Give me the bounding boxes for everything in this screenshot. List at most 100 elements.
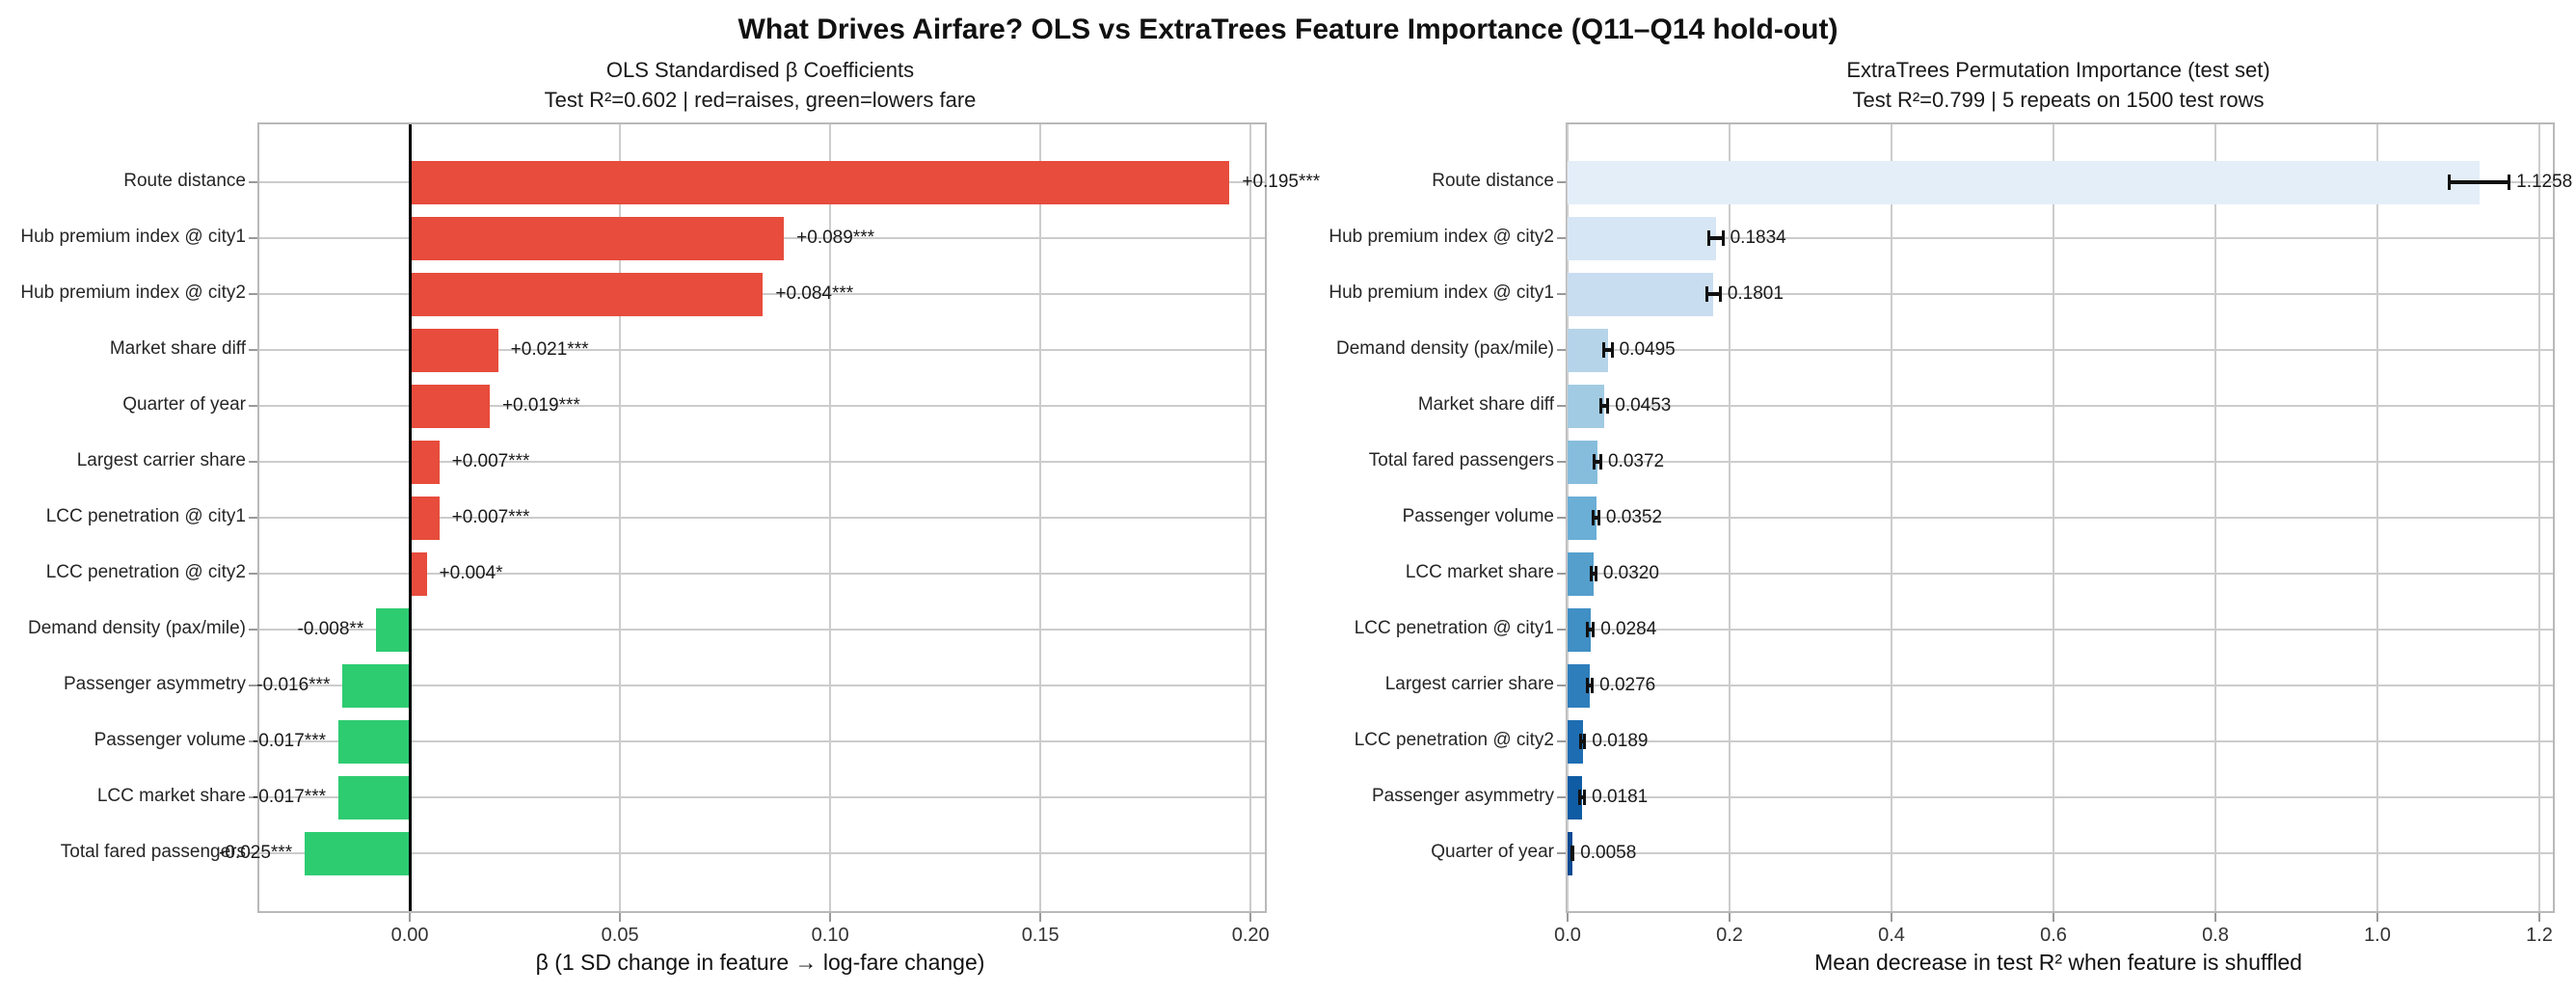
error-bar-cap-left — [1589, 566, 1593, 581]
gridline-horizontal — [259, 685, 1265, 686]
x-tick-label: 1.0 — [2364, 925, 2391, 946]
y-tick-mark — [249, 293, 257, 295]
gridline-horizontal — [259, 517, 1265, 519]
bar — [1568, 440, 1598, 484]
error-bar-cap-left — [1570, 846, 1573, 861]
y-tick-mark — [1557, 293, 1566, 295]
left-chart-title: OLS Standardised β Coefficients — [605, 58, 915, 82]
bar — [1568, 719, 1583, 764]
gridline-horizontal — [1568, 852, 2553, 854]
category-label: Quarter of year — [1431, 842, 1554, 862]
category-label: Route distance — [1432, 171, 1554, 191]
bar — [410, 160, 1230, 204]
bar — [1568, 216, 1717, 260]
bar-value-label: 0.0284 — [1600, 619, 1657, 639]
x-tick-mark — [2537, 913, 2540, 922]
gridline-horizontal — [1568, 237, 2553, 239]
bar — [1568, 607, 1591, 652]
x-tick-label: 0.4 — [1878, 925, 1905, 946]
bar — [1568, 328, 1608, 372]
y-tick-mark — [1557, 573, 1566, 575]
gridline-horizontal — [1568, 629, 2553, 631]
left-chart-x-axis-label: β (1 SD change in feature → log-fare cha… — [535, 950, 985, 975]
right-chart-x-axis-label: Mean decrease in test R² when feature is… — [1814, 950, 2302, 975]
error-bar — [1590, 572, 1597, 576]
bar — [1568, 551, 1594, 596]
error-bar-cap-right — [1594, 566, 1597, 581]
category-label: LCC penetration @ city2 — [45, 562, 246, 582]
bar-value-label: 0.0058 — [1580, 843, 1637, 863]
error-bar-cap-right — [1718, 286, 1722, 302]
bar — [342, 663, 411, 708]
gridline-horizontal — [259, 740, 1265, 742]
right-chart-title-block: ExtraTrees Permutation Importance (test … — [1566, 55, 2551, 115]
error-bar — [1602, 348, 1613, 352]
gridline-horizontal — [259, 852, 1265, 854]
bar — [1568, 272, 1714, 316]
x-tick-label: 0.0 — [1554, 925, 1581, 946]
bar — [1568, 663, 1591, 708]
error-bar-cap-right — [1591, 678, 1595, 693]
bar — [337, 775, 411, 819]
x-tick-mark — [1039, 913, 1042, 922]
bar-value-label: +0.007*** — [451, 507, 530, 527]
error-bar-cap-left — [1601, 342, 1605, 358]
error-bar — [1587, 628, 1595, 631]
gridline-horizontal — [1568, 573, 2553, 575]
right-chart-title: ExtraTrees Permutation Importance (test … — [1846, 58, 2270, 82]
error-bar — [1593, 516, 1599, 520]
category-label: Total fared passengers — [60, 842, 246, 862]
bar-value-label: -0.025*** — [219, 843, 293, 863]
bar-value-label: +0.019*** — [501, 395, 580, 416]
bar-value-label: 1.1258 — [2516, 172, 2573, 192]
x-tick-mark — [2214, 913, 2216, 922]
x-tick-label: 0.2 — [1716, 925, 1743, 946]
bar-value-label: 0.1801 — [1727, 283, 1784, 304]
category-label: LCC penetration @ city1 — [1354, 618, 1554, 638]
category-label: LCC penetration @ city1 — [45, 506, 246, 526]
y-tick-mark — [1557, 852, 1566, 854]
error-bar — [1587, 684, 1594, 687]
zero-reference-line — [408, 124, 412, 911]
bar — [337, 719, 411, 764]
x-tick-label: 0.15 — [1021, 925, 1060, 946]
y-tick-mark — [249, 517, 257, 519]
bar — [1568, 496, 1597, 540]
bar-value-label: +0.195*** — [1242, 172, 1321, 192]
y-tick-mark — [1557, 181, 1566, 183]
error-bar-cap-right — [1583, 790, 1587, 805]
x-tick-mark — [1567, 913, 1569, 922]
category-label: Hub premium index @ city2 — [1328, 227, 1554, 247]
error-bar-cap-right — [2508, 175, 2511, 190]
bar — [1568, 160, 2480, 204]
right-chart-subtitle: Test R²=0.799 | 5 repeats on 1500 test r… — [1852, 88, 2265, 112]
category-label: Largest carrier share — [1384, 674, 1554, 694]
y-tick-mark — [249, 685, 257, 686]
gridline-horizontal — [1568, 517, 2553, 519]
error-bar — [1594, 460, 1601, 464]
category-label: Market share diff — [109, 338, 246, 359]
gridline-horizontal — [259, 573, 1265, 575]
y-tick-mark — [1557, 629, 1566, 631]
bar-value-label: +0.007*** — [451, 451, 530, 471]
gridline-horizontal — [1568, 796, 2553, 798]
bar-value-label: -0.017*** — [252, 787, 326, 807]
y-tick-mark — [249, 573, 257, 575]
bar-value-label: +0.004* — [439, 563, 503, 583]
gridline-horizontal — [1568, 685, 2553, 686]
error-bar-cap-right — [1721, 230, 1725, 246]
bar-value-label: 0.0495 — [1619, 339, 1676, 360]
error-bar-cap-right — [1592, 622, 1596, 637]
x-tick-mark — [409, 913, 412, 922]
category-label: Market share diff — [1417, 394, 1554, 415]
error-bar-cap-left — [1586, 678, 1590, 693]
y-tick-mark — [1557, 685, 1566, 686]
bar — [410, 551, 427, 596]
bar-value-label: -0.008** — [297, 619, 364, 639]
gridline-horizontal — [259, 796, 1265, 798]
error-bar-cap-right — [1599, 454, 1603, 470]
bar-value-label: 0.0181 — [1592, 787, 1649, 807]
bar — [376, 607, 411, 652]
x-tick-label: 0.05 — [601, 925, 639, 946]
